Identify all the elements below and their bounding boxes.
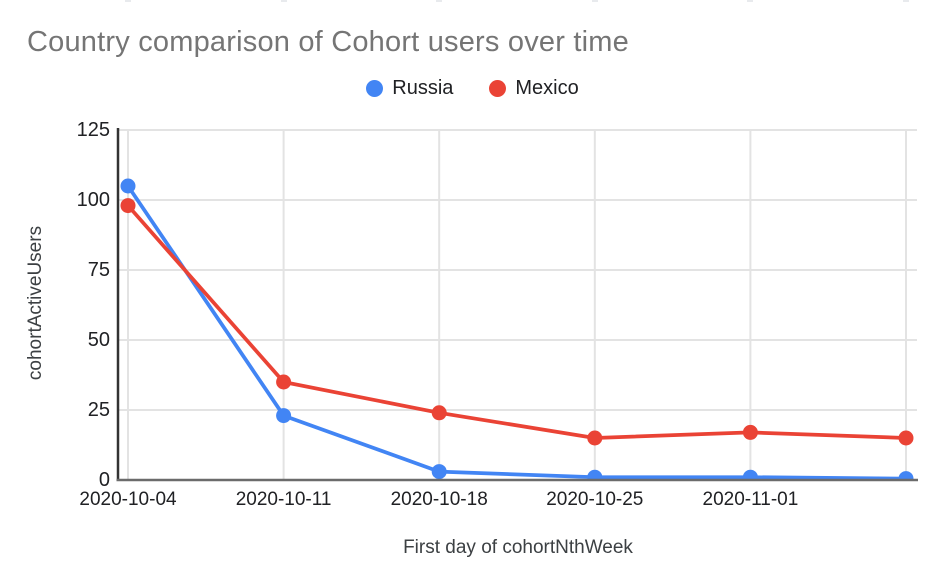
y-tick-label: 125: [76, 119, 110, 141]
data-point-russia-2[interactable]: [431, 464, 447, 479]
data-point-russia-4[interactable]: [742, 469, 758, 485]
legend-label: Mexico: [515, 77, 579, 99]
legend-dot-mexico: [489, 80, 507, 97]
y-axis-title: cohortActiveUsers: [25, 225, 46, 381]
series-line-russia[interactable]: [126, 184, 908, 479]
data-point-russia-1[interactable]: [276, 408, 292, 424]
crop-artifact: [436, 0, 443, 2]
data-point-mexico-0[interactable]: [120, 198, 136, 214]
crop-artifact: [125, 0, 131, 2]
y-tick-label: 25: [87, 399, 110, 421]
crop-artifact: [747, 0, 754, 2]
crop-artifact: [280, 0, 287, 2]
x-tick-label: 2020-10-04: [79, 489, 177, 510]
crop-artifact: [591, 0, 598, 2]
y-tick-label: 50: [87, 329, 110, 351]
data-point-mexico-1[interactable]: [276, 374, 292, 390]
crop-artifact: [903, 0, 909, 2]
data-point-mexico-2[interactable]: [431, 405, 447, 421]
chart-title: Country comparison of Cohort users over …: [27, 26, 629, 58]
data-point-mexico-5[interactable]: [898, 430, 914, 446]
x-tick-label: 2020-10-18: [390, 489, 488, 510]
legend-item-mexico[interactable]: Mexico: [489, 77, 579, 100]
x-tick-label: 2020-10-11: [235, 489, 332, 510]
data-point-russia-5[interactable]: [898, 471, 914, 486]
legend-label: Russia: [392, 77, 454, 99]
data-point-mexico-3[interactable]: [587, 430, 603, 446]
legend-item-russia[interactable]: Russia: [366, 77, 453, 100]
data-point-mexico-4[interactable]: [742, 424, 758, 440]
x-tick-label: 2020-10-25: [546, 489, 644, 510]
series-line-mexico[interactable]: [126, 203, 908, 440]
x-axis-title: First day of cohortNthWeek: [403, 537, 633, 558]
y-tick-label: 0: [98, 469, 110, 491]
legend-dot-russia: [366, 80, 384, 97]
legend: Russia Mexico: [0, 77, 945, 100]
y-tick-label: 100: [76, 189, 110, 211]
y-tick-label: 75: [87, 259, 110, 281]
data-point-russia-0[interactable]: [120, 178, 136, 194]
x-tick-label: 2020-11-01: [702, 489, 799, 510]
data-point-russia-3[interactable]: [587, 469, 603, 485]
